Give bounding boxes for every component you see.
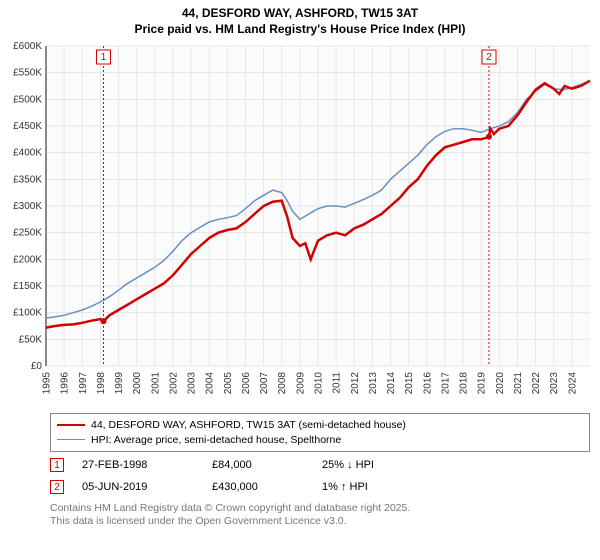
svg-text:2014: 2014 [386,372,397,395]
sale-event-price: £430,000 [212,481,322,493]
sale-event-row: 2 05-JUN-2019£430,0001% ↑ HPI [50,476,374,498]
svg-text:2012: 2012 [350,372,361,395]
svg-text:£400K: £400K [13,148,42,159]
sale-event-price: £84,000 [212,459,322,471]
svg-text:£300K: £300K [13,201,42,212]
legend-label-hpi: HPI: Average price, semi-detached house,… [91,434,341,446]
svg-text:£0: £0 [31,361,43,372]
sale-event-marker: 2 [50,480,64,494]
svg-text:2007: 2007 [259,372,270,395]
svg-text:2: 2 [486,52,492,63]
svg-text:2011: 2011 [332,372,343,394]
legend-item-property: 44, DESFORD WAY, ASHFORD, TW15 3AT (semi… [57,417,583,432]
sale-event-delta: 1% ↑ HPI [322,481,368,493]
svg-text:2001: 2001 [150,372,161,395]
svg-text:2006: 2006 [241,372,252,395]
sale-event-delta: 25% ↓ HPI [322,459,374,471]
chart-title: 44, DESFORD WAY, ASHFORD, TW15 3AT Price… [0,0,600,37]
svg-text:2022: 2022 [531,372,542,395]
svg-text:2020: 2020 [495,372,506,395]
sale-event-date: 27-FEB-1998 [82,459,212,471]
svg-text:2008: 2008 [277,372,288,395]
svg-text:2004: 2004 [205,372,216,395]
title-line-2: Price paid vs. HM Land Registry's House … [0,22,600,38]
svg-text:£250K: £250K [13,228,42,239]
svg-text:1996: 1996 [60,372,71,395]
svg-text:2015: 2015 [404,372,415,395]
svg-text:£350K: £350K [13,174,42,185]
svg-text:2024: 2024 [567,372,578,395]
title-line-1: 44, DESFORD WAY, ASHFORD, TW15 3AT [0,6,600,22]
svg-text:1: 1 [101,52,107,63]
svg-text:2000: 2000 [132,372,143,395]
svg-text:£450K: £450K [13,121,42,132]
svg-text:2018: 2018 [459,372,470,395]
attribution-line-1: Contains HM Land Registry data © Crown c… [50,502,580,515]
svg-text:£50K: £50K [19,334,43,345]
attribution-line-2: This data is licensed under the Open Gov… [50,515,580,528]
svg-text:£500K: £500K [13,94,42,105]
svg-text:2023: 2023 [549,372,560,395]
svg-text:2016: 2016 [422,372,433,395]
svg-text:2005: 2005 [223,372,234,395]
svg-text:£150K: £150K [13,281,42,292]
svg-text:2003: 2003 [187,372,198,395]
svg-text:£100K: £100K [13,308,42,319]
svg-text:1997: 1997 [78,372,89,395]
legend-swatch-red [57,424,85,426]
sale-event-date: 05-JUN-2019 [82,481,212,493]
svg-text:£200K: £200K [13,254,42,265]
svg-text:2013: 2013 [368,372,379,395]
svg-text:2010: 2010 [314,372,325,395]
legend: 44, DESFORD WAY, ASHFORD, TW15 3AT (semi… [50,413,590,452]
legend-item-hpi: HPI: Average price, semi-detached house,… [57,432,583,447]
chart-svg: £0 £50K £100K £150K £200K £250K £300K £350K £400… [0,40,600,410]
price-chart: £0 £50K £100K £150K £200K £250K £300K £350K £400… [0,40,600,410]
svg-text:2017: 2017 [440,372,451,395]
svg-text:2019: 2019 [477,372,488,395]
svg-text:£550K: £550K [13,68,42,79]
sale-events: 1 27-FEB-1998£84,00025% ↓ HPI 2 05-JUN-2019… [50,454,374,498]
svg-text:2009: 2009 [295,372,306,395]
svg-text:1998: 1998 [96,372,107,395]
svg-text:£600K: £600K [13,41,42,52]
svg-text:2002: 2002 [168,372,179,395]
sale-event-marker: 1 [50,458,64,472]
legend-swatch-blue [57,439,85,440]
sale-event-row: 1 27-FEB-1998£84,00025% ↓ HPI [50,454,374,476]
attribution: Contains HM Land Registry data © Crown c… [50,502,580,528]
svg-text:2021: 2021 [513,372,524,395]
legend-label-property: 44, DESFORD WAY, ASHFORD, TW15 3AT (semi… [91,419,406,431]
svg-text:1999: 1999 [114,372,125,395]
svg-text:1995: 1995 [42,372,53,395]
